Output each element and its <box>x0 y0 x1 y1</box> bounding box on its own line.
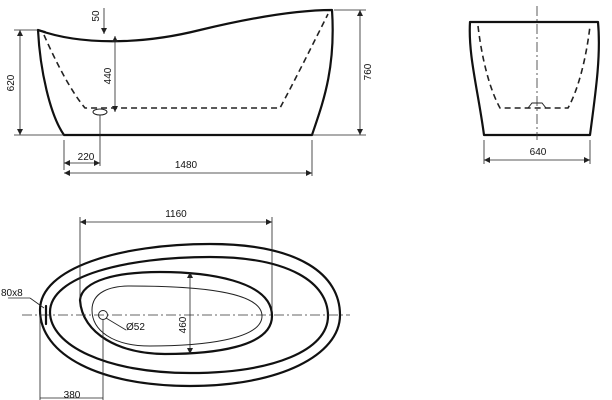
drain-leader-line <box>105 317 127 331</box>
side-view-drain <box>92 108 108 116</box>
dim-460-label: 460 <box>178 316 189 333</box>
dim-440-arrow-top <box>112 36 118 42</box>
dim-380-label: 380 <box>64 390 81 400</box>
dim-1160-arrow-left <box>80 219 86 225</box>
dim-80x8-label: 80x8 <box>1 288 23 299</box>
dim-640-arrow-left <box>484 157 490 163</box>
dim-1480-arrow-right <box>306 170 312 176</box>
dim-620-arrow-top <box>17 30 23 36</box>
dim-440-arrow-bottom <box>112 106 118 112</box>
dim-220-arrow-left <box>64 160 70 166</box>
dim-diameter-label: Ø52 <box>126 322 145 333</box>
dim-620-label: 620 <box>6 74 17 91</box>
side-view-inner-basin <box>43 13 329 109</box>
dim-620-arrow-bottom <box>17 129 23 135</box>
top-view-inner-basin <box>78 270 274 356</box>
dim-760-arrow-bottom <box>357 129 363 135</box>
dim-1480-arrow-left <box>64 170 70 176</box>
end-view-inner-basin <box>477 25 591 109</box>
side-view-outer-outline <box>36 8 334 137</box>
dim-1160-arrow-right <box>266 219 272 225</box>
overflow-leader-arrow-line <box>29 297 45 309</box>
top-view-drain-recess <box>91 285 263 347</box>
dim-440-label: 440 <box>103 67 114 84</box>
top-view-rim-line <box>48 255 330 375</box>
dim-760-arrow-top <box>357 10 363 16</box>
dim-50-label: 50 <box>91 10 102 22</box>
dim-50-arrow <box>101 28 107 34</box>
end-view-outer-outline <box>468 20 600 137</box>
dim-640-arrow-right <box>584 157 590 163</box>
side-view: 50 440 620 760 220 1480 <box>6 8 374 176</box>
end-view: 640 <box>468 6 600 164</box>
dim-220-label: 220 <box>78 152 95 163</box>
top-view-outer-outline <box>38 242 342 388</box>
side-view-rim-line <box>36 28 47 34</box>
dim-220-arrow-right <box>94 160 100 166</box>
top-view: 1160 80x8 Ø52 460 380 <box>1 209 350 400</box>
dim-760-label: 760 <box>363 63 374 80</box>
dim-1480-label: 1480 <box>175 160 198 171</box>
dim-1160-label: 1160 <box>165 209 187 220</box>
dim-460-arrow-top <box>187 272 193 278</box>
dim-640-label: 640 <box>530 147 547 158</box>
dim-460-arrow-bottom <box>187 348 193 354</box>
